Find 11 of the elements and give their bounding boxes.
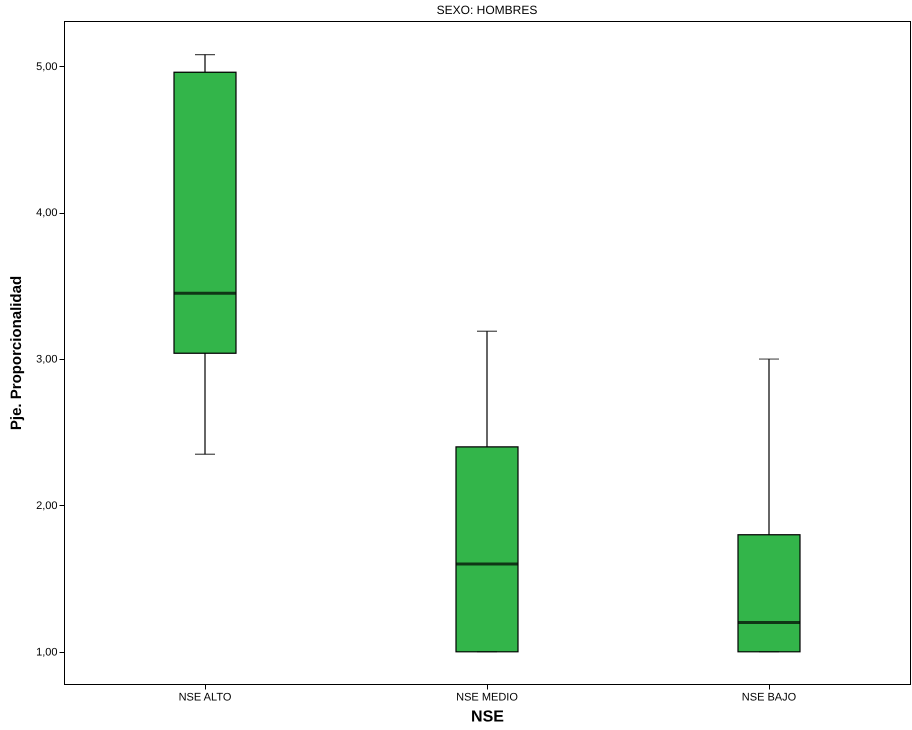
x-tick-label: NSE MEDIO: [456, 692, 518, 704]
x-axis-title: NSE: [471, 708, 504, 726]
y-tick-label: 1,00: [36, 646, 58, 658]
y-tick-label: 5,00: [36, 60, 58, 73]
chart-title: SEXO: HOMBRES: [436, 3, 538, 17]
x-tick-label: NSE ALTO: [178, 692, 232, 704]
y-tick-label: 3,00: [36, 354, 58, 366]
y-tick-label: 4,00: [36, 207, 58, 220]
y-tick-label: 2,00: [36, 500, 58, 512]
y-axis-title: Pje. Proporcionalidad: [8, 276, 26, 430]
x-tick-label: NSE BAJO: [742, 692, 797, 704]
